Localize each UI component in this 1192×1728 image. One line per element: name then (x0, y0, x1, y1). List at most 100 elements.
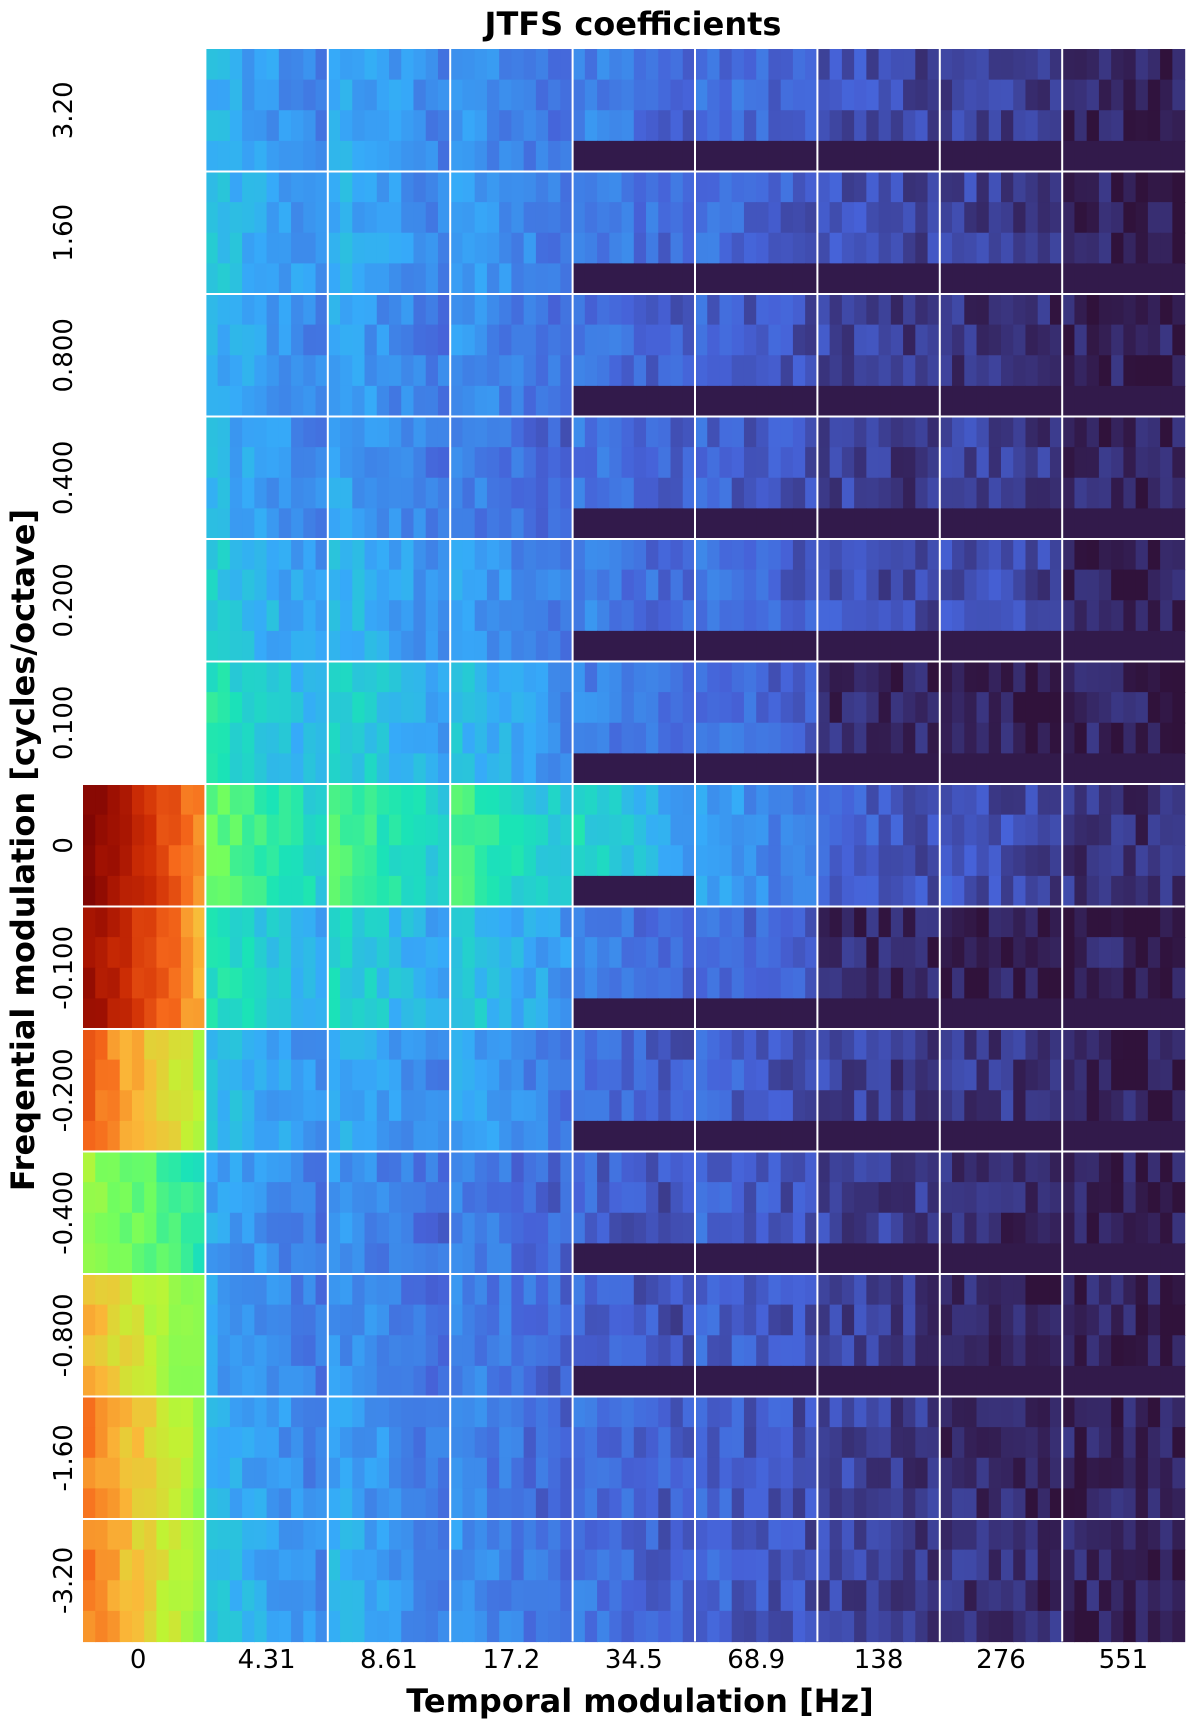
heatmap-cell (168, 1212, 182, 1244)
heatmap-cell (548, 1457, 561, 1489)
heatmap-cell (1074, 784, 1088, 816)
heatmap-cell (413, 385, 427, 418)
heatmap-cell (242, 875, 255, 908)
heatmap-cell (976, 140, 990, 173)
heatmap-cell (266, 1488, 280, 1520)
heatmap-cell (548, 1059, 561, 1091)
heatmap-cell (389, 1427, 402, 1459)
heatmap-cell (1135, 110, 1149, 142)
heatmap-cell (352, 447, 366, 479)
heatmap-cell (964, 294, 978, 326)
heatmap-cell (805, 875, 818, 908)
heatmap-cell (915, 477, 929, 509)
heatmap-cell (364, 692, 378, 724)
heatmap-cell (327, 722, 341, 754)
heatmap-cell (792, 937, 806, 969)
heatmap-cell (511, 1151, 525, 1183)
heatmap-cell (609, 845, 623, 877)
heatmap-cell (511, 49, 525, 81)
heatmap-cell (1098, 784, 1112, 816)
heatmap-cell-group (205, 1519, 329, 1643)
heatmap-cell (854, 937, 867, 969)
heatmap-cell (413, 753, 427, 785)
heatmap-cell (878, 508, 892, 540)
heatmap-cell (217, 875, 231, 908)
heatmap-cell (1001, 1427, 1014, 1459)
heatmap-cell (278, 1365, 292, 1398)
heatmap-cell (829, 1365, 843, 1398)
heatmap-cell (511, 1120, 525, 1153)
heatmap-cell (890, 324, 904, 356)
heatmap-cell (425, 722, 439, 754)
heatmap-cell (597, 140, 610, 173)
heatmap-cell (205, 416, 219, 448)
heatmap-cell (413, 814, 427, 846)
heatmap-cell (486, 1029, 500, 1061)
heatmap-cell (670, 79, 684, 111)
heatmap-cell (1062, 784, 1076, 816)
heatmap-cell (205, 784, 219, 816)
heatmap-cell-group (939, 171, 1063, 295)
heatmap-cell-group (450, 539, 574, 663)
heatmap-cell (597, 1243, 610, 1275)
heatmap-cell (303, 1549, 317, 1581)
heatmap-cell (988, 1304, 1002, 1336)
heatmap-cell (988, 1335, 1002, 1367)
heatmap-cell (743, 447, 757, 479)
heatmap-cell (254, 79, 268, 111)
heatmap-cell (107, 875, 121, 908)
heatmap-cell (1172, 263, 1186, 295)
heatmap-cell (682, 661, 696, 693)
heatmap-cell (609, 447, 623, 479)
heatmap-cell-group (1062, 1029, 1186, 1153)
heatmap-cell (229, 416, 243, 448)
heatmap-cell (389, 232, 402, 264)
heatmap-cell (523, 1059, 537, 1091)
heatmap-cell (1062, 416, 1076, 448)
heatmap-cell (939, 1151, 953, 1183)
heatmap-cell (278, 1610, 292, 1643)
heatmap-cell (389, 784, 402, 816)
heatmap-cell (205, 722, 219, 754)
heatmap-cell (915, 1549, 929, 1581)
heatmap-cell (462, 1335, 476, 1367)
heatmap-cell (560, 355, 574, 387)
heatmap-cell (682, 722, 696, 754)
heatmap-cell (462, 140, 476, 173)
heatmap-cell (670, 1549, 684, 1581)
heatmap-cell (658, 1519, 672, 1551)
heatmap-cell (1098, 1182, 1112, 1214)
heatmap-cell (205, 1365, 219, 1398)
heatmap-cell (401, 140, 415, 173)
heatmap-cell (633, 661, 647, 693)
heatmap-cell (291, 600, 304, 632)
heatmap-cell (792, 171, 806, 203)
heatmap-cell-group (327, 906, 451, 1030)
heatmap-cell (1098, 692, 1112, 724)
heatmap-cell (1074, 967, 1088, 999)
heatmap-cell-group (1062, 539, 1186, 663)
heatmap-cell (535, 202, 549, 234)
heatmap-cell (1025, 1182, 1039, 1214)
heatmap-cell (792, 1182, 806, 1214)
heatmap-cell (1098, 630, 1112, 663)
heatmap-cell (450, 661, 464, 693)
heatmap-cell (364, 875, 378, 908)
heatmap-cell (242, 79, 255, 111)
heatmap-cell (83, 1120, 96, 1153)
heatmap-cell (340, 937, 353, 969)
heatmap-cell (548, 140, 561, 173)
heatmap-cell (229, 385, 243, 418)
heatmap-cell (560, 937, 574, 969)
heatmap-cell (609, 49, 623, 81)
heatmap-cell (535, 1335, 549, 1367)
heatmap-cell (682, 1120, 696, 1153)
heatmap-cell (1013, 1457, 1027, 1489)
heatmap-cell (462, 232, 476, 264)
heatmap-cell (156, 1212, 170, 1244)
heatmap-cell (266, 967, 280, 999)
heatmap-cell (401, 1151, 415, 1183)
heatmap-cell (1013, 324, 1027, 356)
heatmap-cell (695, 385, 708, 418)
heatmap-cell (340, 324, 353, 356)
